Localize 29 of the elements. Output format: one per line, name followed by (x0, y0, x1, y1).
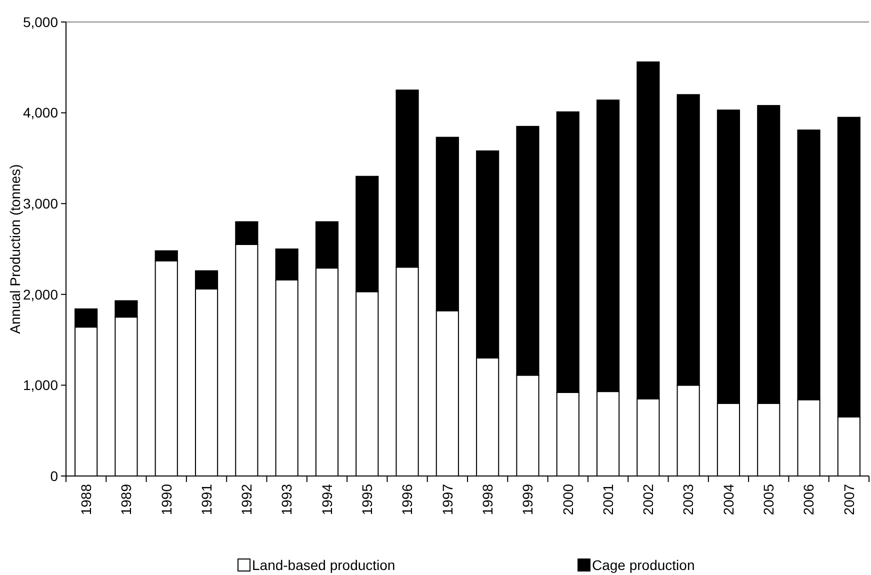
x-tick-label: 1999 (520, 484, 536, 516)
y-tick-label: 5,000 (22, 14, 58, 30)
x-tick-label: 2003 (680, 484, 696, 516)
legend-label: Cage production (592, 556, 695, 573)
y-axis-title: Annual Production (tonnes) (7, 164, 23, 334)
x-tick-label: 1996 (399, 484, 416, 516)
x-tick-label: 1995 (359, 484, 376, 516)
x-tick-label: 2007 (840, 484, 857, 516)
x-tick-label: 1990 (158, 484, 174, 516)
x-tick-label: 2005 (760, 484, 777, 516)
x-tick-label: 1994 (318, 484, 335, 516)
x-tick-label: 1992 (238, 484, 255, 516)
legend-label: Land-based production (252, 556, 396, 573)
y-tick-label: 2,000 (22, 286, 58, 302)
y-tick-label: 1,000 (22, 377, 58, 394)
x-tick-label: 1998 (479, 484, 496, 516)
y-tick-label: 0 (50, 468, 58, 484)
x-tick-label: 2001 (600, 484, 616, 516)
y-tick-label: 4,000 (22, 104, 58, 121)
x-tick-label: 1993 (278, 484, 295, 516)
x-tick-label: 1988 (78, 484, 94, 516)
x-tick-label: 2000 (560, 484, 576, 516)
x-tick-label: 1991 (198, 484, 214, 516)
x-tick-label: 2002 (640, 484, 656, 516)
y-tick-label: 3,000 (22, 196, 58, 212)
x-tick-label: 2004 (720, 484, 736, 516)
x-tick-label: 2006 (800, 484, 817, 516)
x-tick-label: 1989 (118, 484, 134, 516)
x-tick-label: 1997 (439, 484, 456, 516)
